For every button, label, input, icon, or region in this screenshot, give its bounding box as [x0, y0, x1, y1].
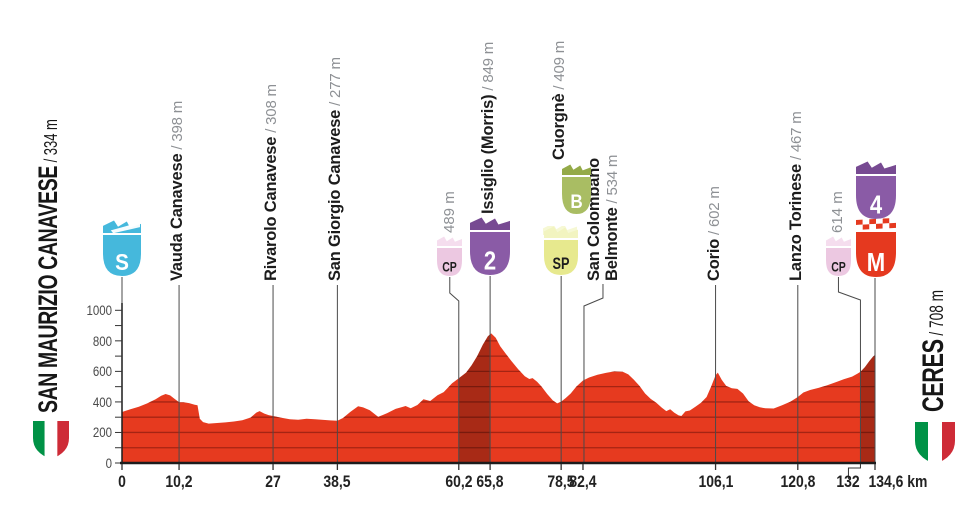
- x-axis-label-78,5: 78,5: [547, 472, 575, 491]
- start-town-title: SAN MAURIZIO CANAVESE / 334 m: [33, 119, 64, 413]
- x-axis-label-120,8: 120,8: [780, 472, 816, 491]
- x-axis-label-27: 27: [265, 472, 281, 491]
- svg-text:SP: SP: [553, 254, 570, 273]
- x-axis-label-60,2: 60,2: [445, 472, 473, 491]
- finish-town-elevation: / 708 m: [927, 289, 948, 340]
- climb-shade: [458, 333, 491, 463]
- x-axis-label-134,6 km: 134,6 km: [868, 472, 928, 491]
- svg-text:4: 4: [870, 191, 883, 220]
- svg-text:CP: CP: [831, 259, 846, 275]
- finish-town-title: CERES / 708 m: [917, 290, 951, 412]
- x-axis-label-38,5: 38,5: [323, 472, 351, 491]
- y-axis-label-800: 800: [92, 333, 112, 349]
- badge-4-finish: 4: [855, 161, 897, 225]
- waypoint-label-rivarolo: Rivarolo Canavese / 308 m: [262, 84, 281, 281]
- x-axis-label-106,1: 106,1: [698, 472, 733, 491]
- x-axis-label-65,8: 65,8: [476, 472, 504, 491]
- svg-text:M: M: [867, 248, 885, 277]
- waypoint-line-cp1: [449, 277, 460, 463]
- y-axis-label-400: 400: [92, 394, 112, 410]
- waypoint-label-issiglio: Issiglio (Morris) / 849 m: [479, 41, 498, 214]
- waypoint-line-sancolombano: [583, 284, 604, 463]
- x-axis-label-0: 0: [118, 472, 126, 491]
- y-axis-label-200: 200: [92, 425, 112, 441]
- x-axis-label-10,2: 10,2: [165, 472, 193, 491]
- y-axis-label-0: 0: [105, 456, 112, 471]
- x-axis-label-82,4: 82,4: [569, 472, 597, 491]
- x-axis-label-132: 132: [836, 472, 861, 491]
- waypoint-label-corio: Corio / 602 m: [704, 186, 723, 281]
- waypoint-alt-cp2: 614 m: [829, 191, 847, 233]
- waypoint-alt-cp1: 489 m: [440, 191, 458, 233]
- svg-text:S: S: [115, 249, 129, 275]
- y-axis-label-600: 600: [92, 364, 112, 380]
- italy-flag-shield-right: [914, 421, 956, 470]
- waypoint-label-vauda: Vauda Canavese / 398 m: [168, 100, 187, 281]
- waypoint-label-lanzo: Lanzo Torinese / 467 m: [786, 111, 805, 281]
- profile-area: [122, 333, 875, 463]
- badge-b-cuorgne: B: [561, 164, 592, 220]
- svg-text:CP: CP: [442, 259, 457, 275]
- waypoint-label-cuorgne: Cuorgnè / 409 m: [550, 40, 569, 160]
- badge-sp-cuorgne: SP: [543, 223, 579, 281]
- y-axis-label-1000: 1000: [86, 303, 112, 319]
- start-town-name: SAN MAURIZIO CANAVESE: [33, 166, 63, 413]
- start-town-elevation: / 334 m: [41, 119, 61, 167]
- finish-town-name: CERES: [917, 339, 950, 412]
- italy-flag-shield-left: [32, 420, 70, 465]
- climb-shade: [860, 333, 875, 463]
- badge-2-issiglio: 2: [469, 217, 511, 281]
- waypoint-label-sangiorgio: San Giorgio Canavese / 277 m: [326, 57, 345, 281]
- badge-s-start: S: [102, 220, 142, 282]
- svg-text:B: B: [570, 191, 582, 212]
- badge-m-finish: M: [855, 217, 897, 283]
- waypoint-line-cp2: [837, 277, 861, 463]
- svg-text:2: 2: [484, 247, 496, 276]
- badge-cp-cp2: CP: [825, 236, 852, 282]
- x-tick-elbow-132: [847, 464, 861, 479]
- badge-cp-cp1: CP: [436, 236, 463, 282]
